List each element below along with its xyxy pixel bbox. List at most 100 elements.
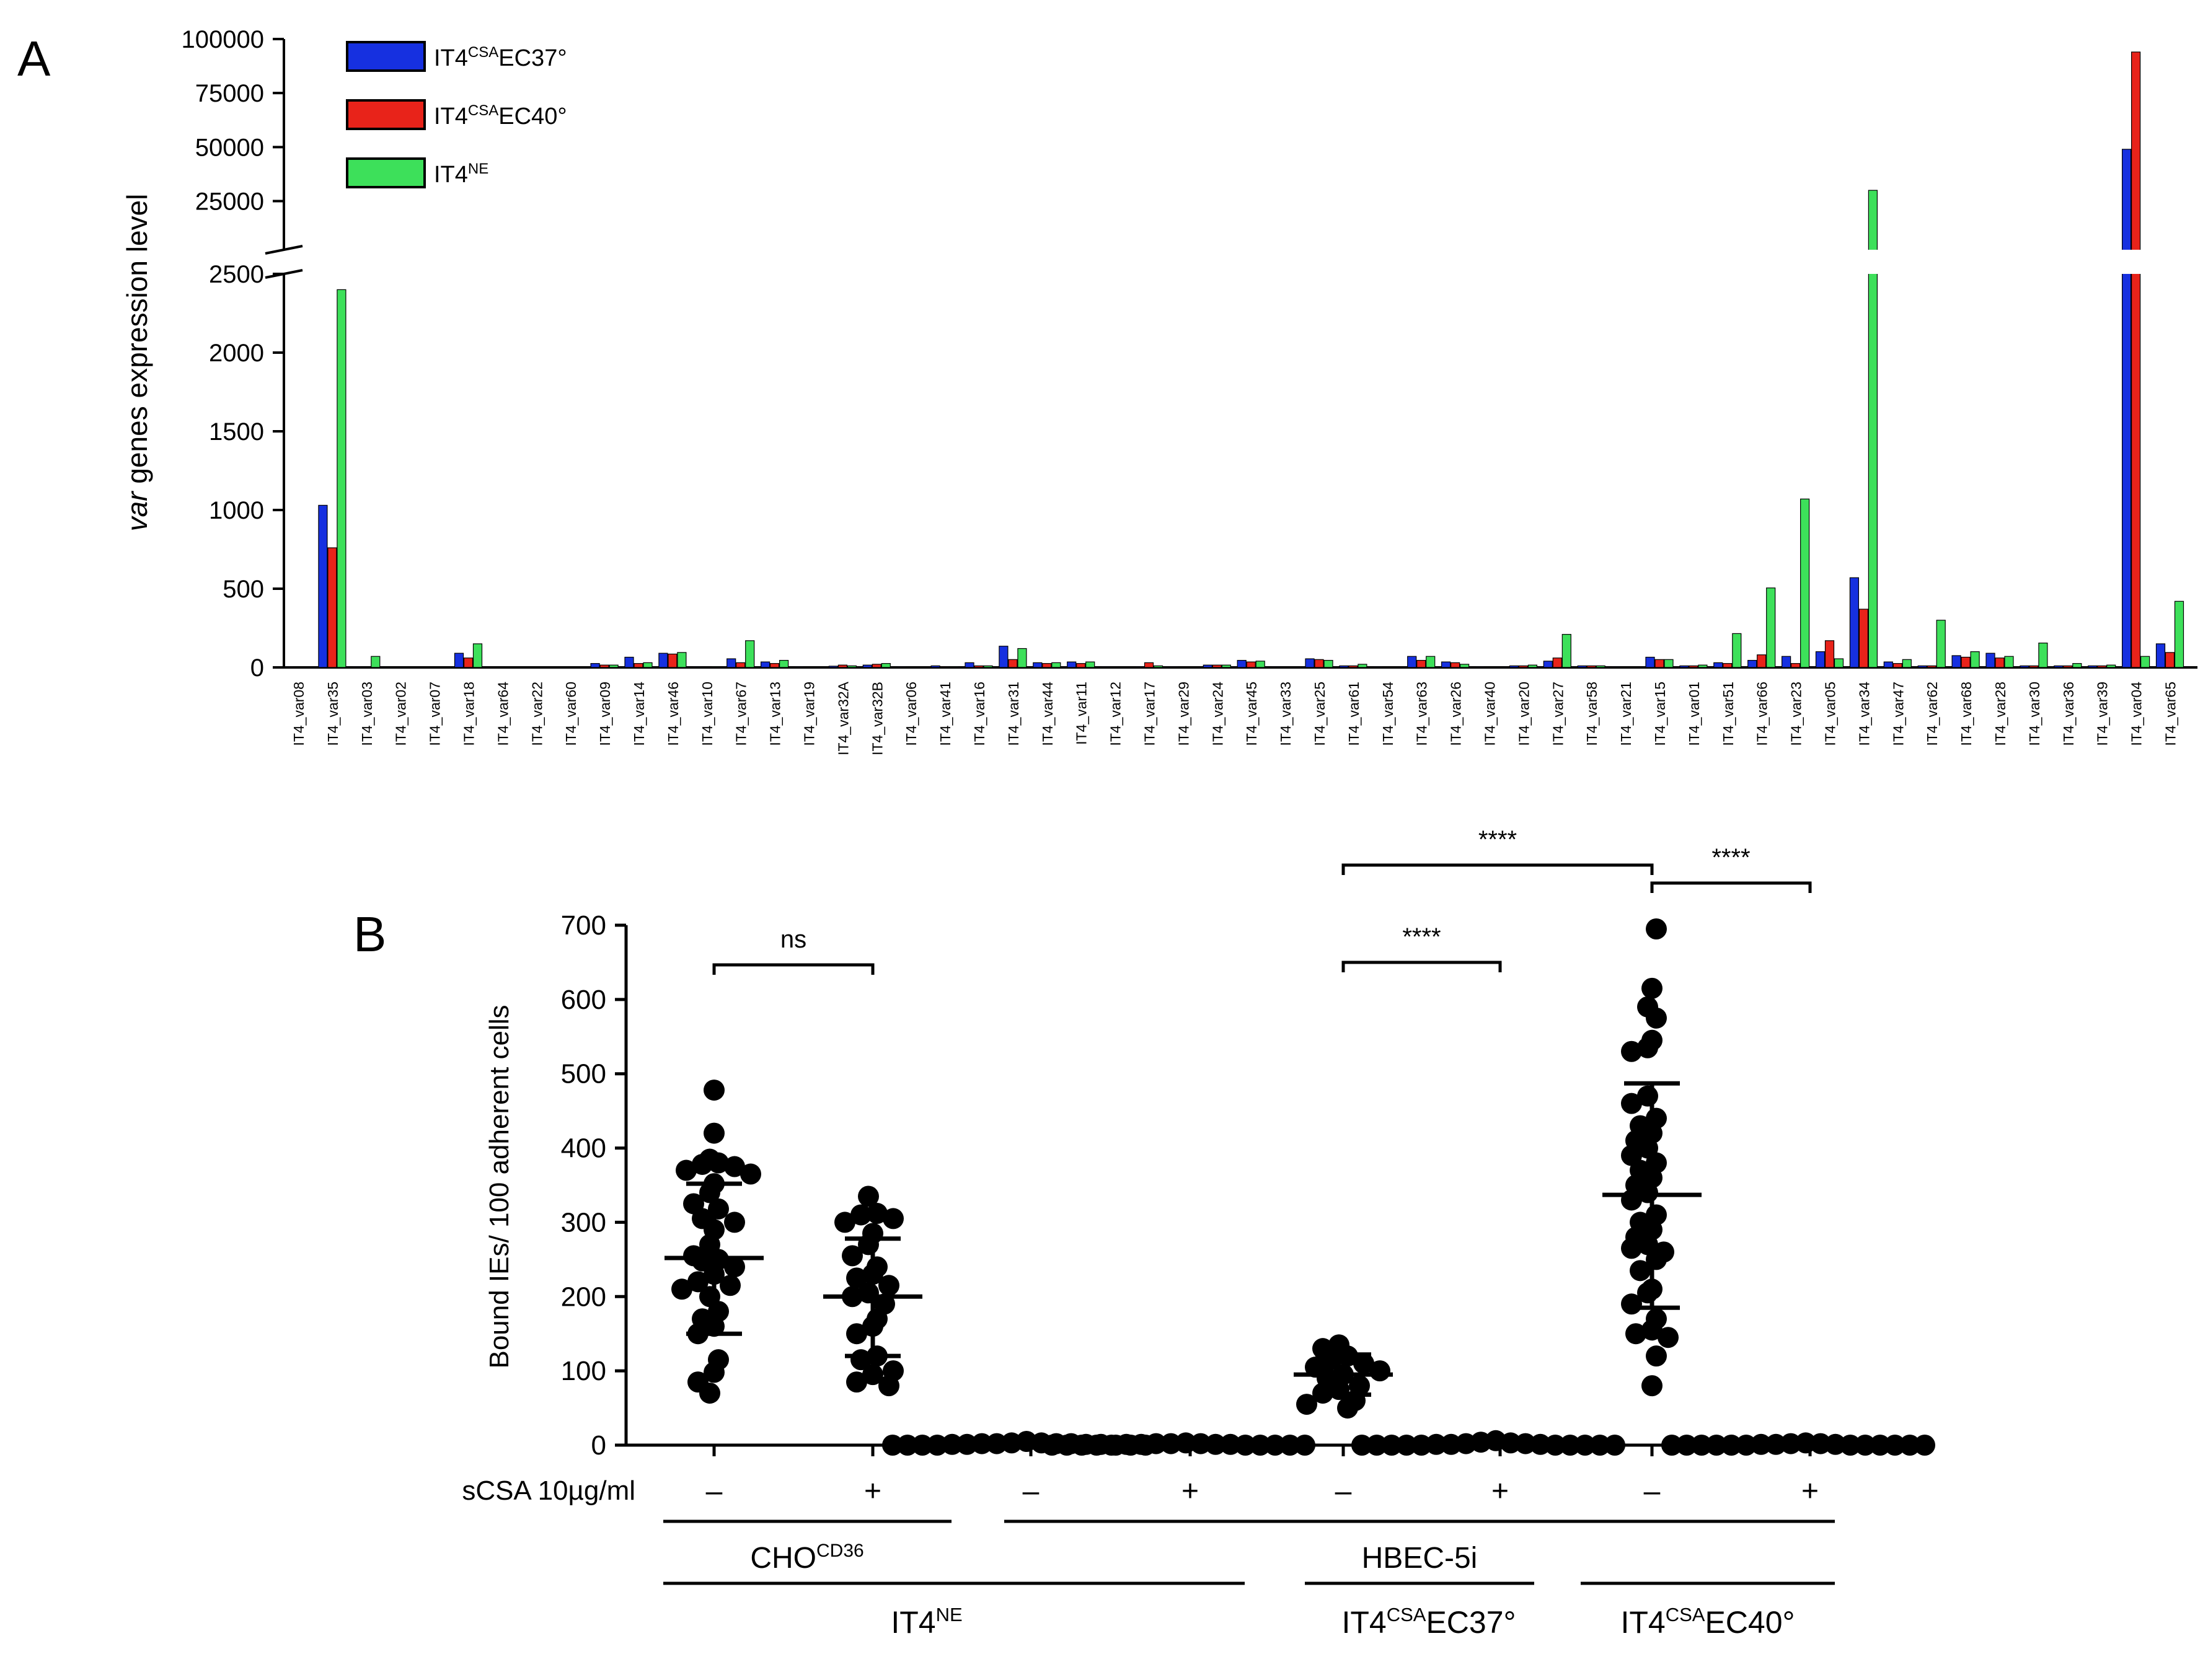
bar: [1017, 648, 1027, 668]
y-tick-label: 500: [561, 1059, 606, 1089]
data-point: [1641, 977, 1663, 999]
y-tick-label: 100: [561, 1356, 606, 1386]
data-point: [846, 1371, 867, 1393]
panel-a-x-tick-labels: IT4_var08 IT4_var35 IT4_var03 IT4_var02 IT4_…: [291, 681, 2179, 755]
y-tick-label: 0: [250, 654, 264, 682]
data-point: [1621, 1238, 1642, 1259]
y-tick-label: 75000: [195, 80, 264, 107]
data-point: [878, 1275, 899, 1296]
bar: [1927, 665, 1936, 668]
x-tick-label: IT4_var51: [1720, 682, 1736, 746]
bar: [1586, 665, 1596, 668]
bar: [1732, 633, 1742, 668]
x-tick-label: IT4_var02: [393, 682, 409, 746]
data-point: [1071, 1435, 1092, 1456]
significance-label: ns: [780, 926, 806, 953]
bar: [1698, 664, 1708, 668]
bar: [1961, 656, 1971, 668]
bar: [643, 662, 653, 668]
bar: [1033, 662, 1043, 668]
x-tick-label: IT4_var13: [767, 682, 784, 746]
x-tick-label: IT4_var20: [1516, 682, 1532, 746]
significance-label: ****: [1478, 826, 1517, 853]
data-point: [1411, 1435, 1432, 1456]
legend-swatch: [346, 41, 426, 72]
data-point: [1279, 1435, 1301, 1456]
data-point: [882, 1435, 903, 1456]
x-tick-label: IT4_var05: [1822, 682, 1839, 746]
data-point: [1369, 1360, 1390, 1382]
data-point: [1641, 1375, 1663, 1397]
bar: [1985, 653, 1995, 668]
data-point: [1426, 1433, 1447, 1455]
data-point: [1604, 1435, 1625, 1456]
data-point: [687, 1271, 709, 1293]
bar: [1460, 664, 1470, 668]
bar: [1441, 661, 1451, 668]
significance-bracket: [1650, 881, 1812, 893]
bar: [1858, 609, 1868, 668]
data-point: [1175, 1432, 1196, 1454]
bar: [371, 656, 381, 668]
data-point: [1101, 1435, 1122, 1456]
data-point: [724, 1256, 745, 1278]
bar: [2122, 149, 2132, 668]
data-point: [850, 1204, 872, 1226]
bar: [2054, 665, 2064, 668]
y-tick-label: 700: [561, 910, 606, 941]
data-point: [1500, 1432, 1521, 1454]
data-point: [1366, 1435, 1387, 1456]
x-tick-label: IT4_var27: [1550, 682, 1566, 746]
bar: [745, 640, 755, 668]
treatment-label: –: [1644, 1475, 1661, 1508]
bar: [1416, 659, 1426, 668]
bar: [837, 664, 848, 668]
data-point: [867, 1203, 888, 1225]
bar: [1757, 654, 1767, 668]
data-point: [927, 1435, 948, 1456]
bar: [1917, 665, 1927, 668]
legend-label-base: IT4: [434, 162, 468, 188]
bar: [1051, 662, 1061, 668]
bar: [2174, 600, 2184, 668]
x-tick-label: IT4_var26: [1448, 682, 1464, 746]
data-point: [1641, 1319, 1663, 1341]
axis-break-mark-upper: [265, 245, 303, 255]
x-tick-label: IT4_var10: [699, 682, 715, 746]
bar-break-gap: [1866, 250, 1879, 274]
x-tick-label: IT4_var66: [1754, 682, 1770, 746]
parasite-label-rest: EC37°: [1426, 1605, 1516, 1640]
data-point: [676, 1159, 697, 1181]
panel-b-y-axis-label: Bound IEs/ 100 adherent cells: [484, 1005, 514, 1368]
treatment-label: +: [1491, 1475, 1509, 1508]
x-tick-label: IT4_var01: [1686, 682, 1702, 746]
bar: [1527, 664, 1537, 668]
bar: [1067, 661, 1077, 668]
bar: [2165, 652, 2175, 668]
bar: [634, 663, 643, 668]
data-point: [842, 1245, 863, 1267]
panel-b-axes: 0 100 200 300 400 500 600 700 – + – + – + – +: [561, 910, 1891, 1508]
data-point: [1630, 1260, 1651, 1282]
legend-label-sup: CSA: [468, 102, 498, 119]
bar: [318, 504, 328, 668]
data-point: [1621, 1189, 1642, 1211]
bar: [2097, 665, 2107, 668]
x-tick-label: IT4_var67: [733, 682, 749, 746]
legend-label-rest: EC37°: [498, 45, 567, 71]
bar: [862, 664, 872, 668]
data-point: [1545, 1435, 1566, 1456]
legend-swatch: [346, 99, 426, 130]
bar-break-gap: [2129, 250, 2142, 274]
x-tick-label: IT4_var11: [1074, 682, 1090, 745]
bar: [760, 661, 771, 668]
bar: [609, 664, 619, 668]
bar: [1713, 662, 1723, 668]
data-point: [1691, 1435, 1712, 1456]
bar: [726, 658, 736, 668]
significance-label: ****: [1402, 923, 1441, 951]
data-point: [1646, 1007, 1667, 1029]
bar: [1552, 657, 1562, 668]
bar: [1203, 664, 1212, 668]
